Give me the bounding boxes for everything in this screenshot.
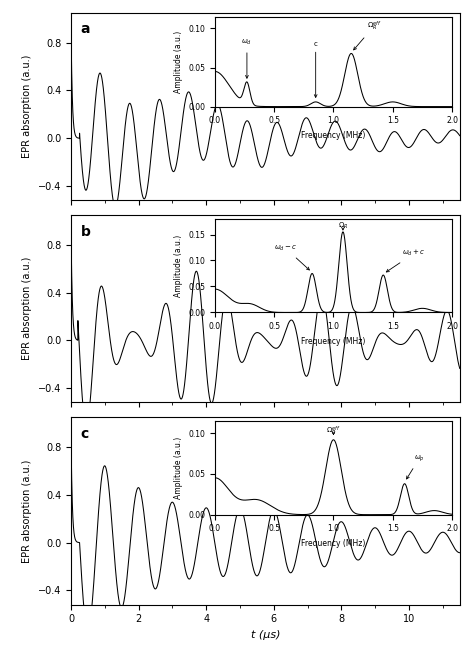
Y-axis label: EPR absorption (a.u.): EPR absorption (a.u.) [22, 459, 32, 563]
Text: b: b [81, 224, 91, 239]
Y-axis label: EPR absorption (a.u.): EPR absorption (a.u.) [22, 257, 32, 361]
X-axis label: t (μs): t (μs) [251, 630, 280, 640]
Text: c: c [81, 426, 89, 441]
Y-axis label: EPR absorption (a.u.): EPR absorption (a.u.) [22, 55, 32, 159]
Text: a: a [81, 22, 91, 36]
